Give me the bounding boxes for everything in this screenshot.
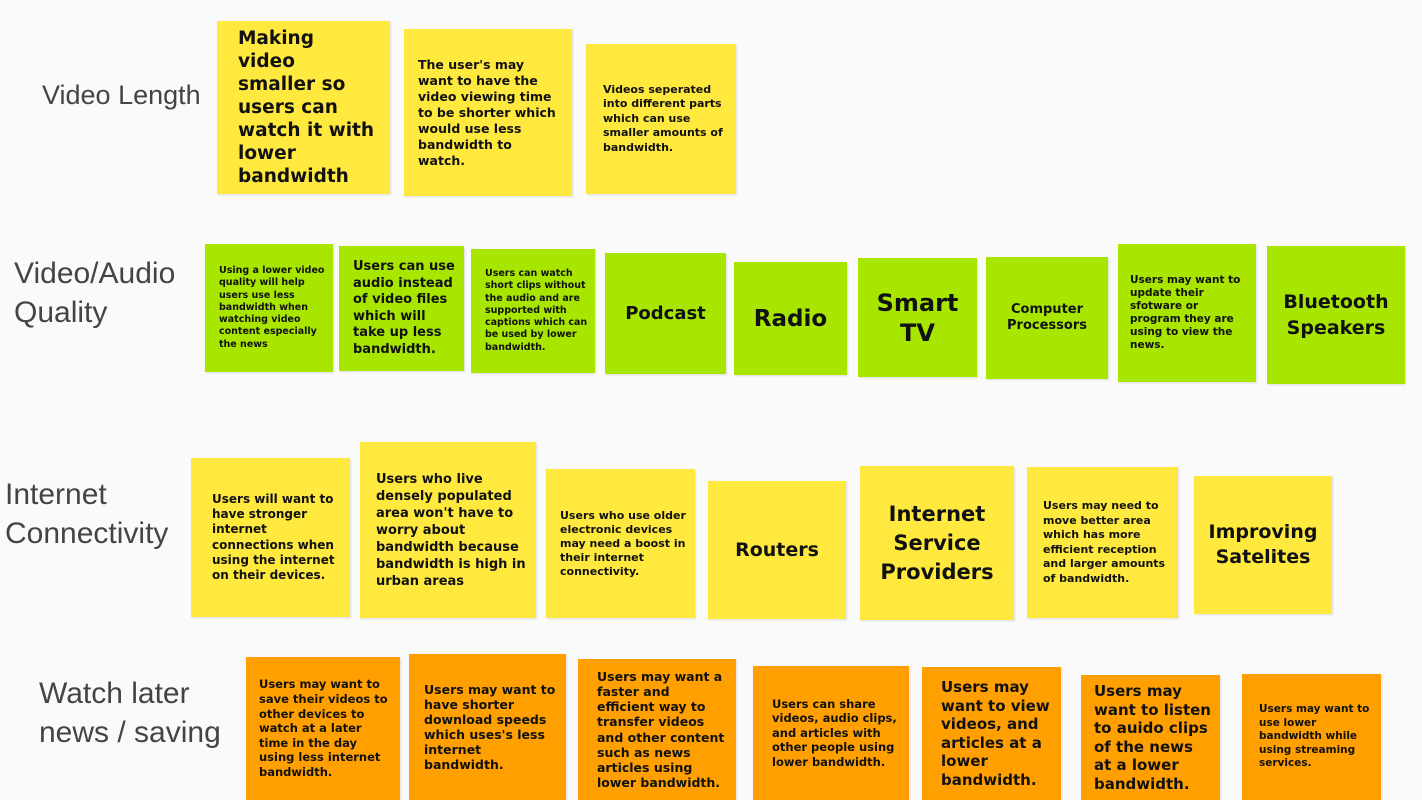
sticky-note[interactable]: Users may need to move better area which… [1027,467,1178,618]
sticky-note[interactable]: Users may want a faster and efficient wa… [578,659,736,800]
note-text: Users who use older electronic devices m… [560,508,686,578]
note-text: Improving Satelites [1208,521,1318,568]
sticky-note[interactable]: Users can watch short clips without the … [471,249,595,373]
note-text: Users can share videos, audio clips, and… [772,696,897,769]
sticky-note[interactable]: Users will want to have stronger interne… [191,458,350,617]
sticky-note[interactable]: Podcast [605,253,726,374]
note-text: Users may want to save their videos to o… [259,677,388,779]
sticky-note[interactable]: Users may want to have shorter download … [409,654,566,800]
sticky-note[interactable]: Internet Service Providers [860,466,1014,620]
note-text: Using a lower video quality will help us… [219,265,325,350]
sticky-note[interactable]: Users may want to view videos, and artic… [922,667,1061,800]
note-text: Users may want to have shorter download … [424,682,556,772]
note-text: Users can watch short clips without the … [485,268,588,353]
sticky-note[interactable]: Users may want to use lower bandwidth wh… [1242,674,1381,800]
note-text: Routers [735,539,819,561]
sticky-note[interactable]: Improving Satelites [1194,476,1332,614]
sticky-note[interactable]: Bluetooth Speakers [1267,246,1405,384]
note-text: Radio [753,305,828,332]
note-text: Users will want to have stronger interne… [212,491,335,583]
note-text: Users may want to use lower bandwidth wh… [1259,703,1370,770]
note-text: Users may want to listen to auido clips … [1094,682,1211,793]
note-text: Users may want to update their sfotware … [1130,274,1241,351]
row-label-watch-later: Watch later news / saving [39,677,221,749]
sticky-note[interactable]: The user's may want to have the video vi… [404,29,572,196]
note-text: The user's may want to have the video vi… [418,56,556,168]
note-text: Users can use audio instead of video fil… [353,259,455,357]
note-text: Computer Processors [1007,302,1087,333]
sticky-note[interactable]: Users may want to listen to auido clips … [1081,675,1220,800]
row-label-internet-connectivity: Internet Connectivity [5,478,169,550]
sticky-note[interactable]: Users who use older electronic devices m… [546,469,695,618]
note-text: Users may want a faster and efficient wa… [597,668,725,791]
sticky-note[interactable]: Radio [734,262,847,375]
note-text: Users may want to view videos, and artic… [941,678,1050,789]
sticky-note[interactable]: Computer Processors [986,257,1108,379]
sticky-note[interactable]: Users can share videos, audio clips, and… [753,666,909,800]
row-label-video-audio-quality: Video/Audio Quality [14,257,176,329]
sticky-note[interactable]: Users who live densely populated area wo… [360,442,536,618]
note-text: Smart TV [876,288,959,347]
sticky-note[interactable]: Users may want to update their sfotware … [1118,244,1256,382]
sticky-note[interactable]: Users can use audio instead of video fil… [339,246,464,371]
sticky-note[interactable]: Using a lower video quality will help us… [205,244,333,372]
note-text: Videos seperated into different parts wh… [603,82,723,154]
note-text: Internet Service Providers [880,501,994,584]
note-text: Podcast [625,302,706,324]
note-text: Users who live densely populated area wo… [376,471,526,589]
sticky-note[interactable]: Videos seperated into different parts wh… [586,44,736,194]
sticky-note[interactable]: Making video smaller so users can watch … [217,21,390,194]
sticky-note[interactable]: Smart TV [858,258,977,377]
row-label-video-length: Video Length [42,80,201,110]
note-text: Users may need to move better area which… [1043,499,1166,585]
note-text: Bluetooth Speakers [1283,291,1389,339]
sticky-note[interactable]: Users may want to save their videos to o… [246,657,400,800]
note-text: Making video smaller so users can watch … [238,28,375,187]
sticky-note[interactable]: Routers [708,481,846,619]
